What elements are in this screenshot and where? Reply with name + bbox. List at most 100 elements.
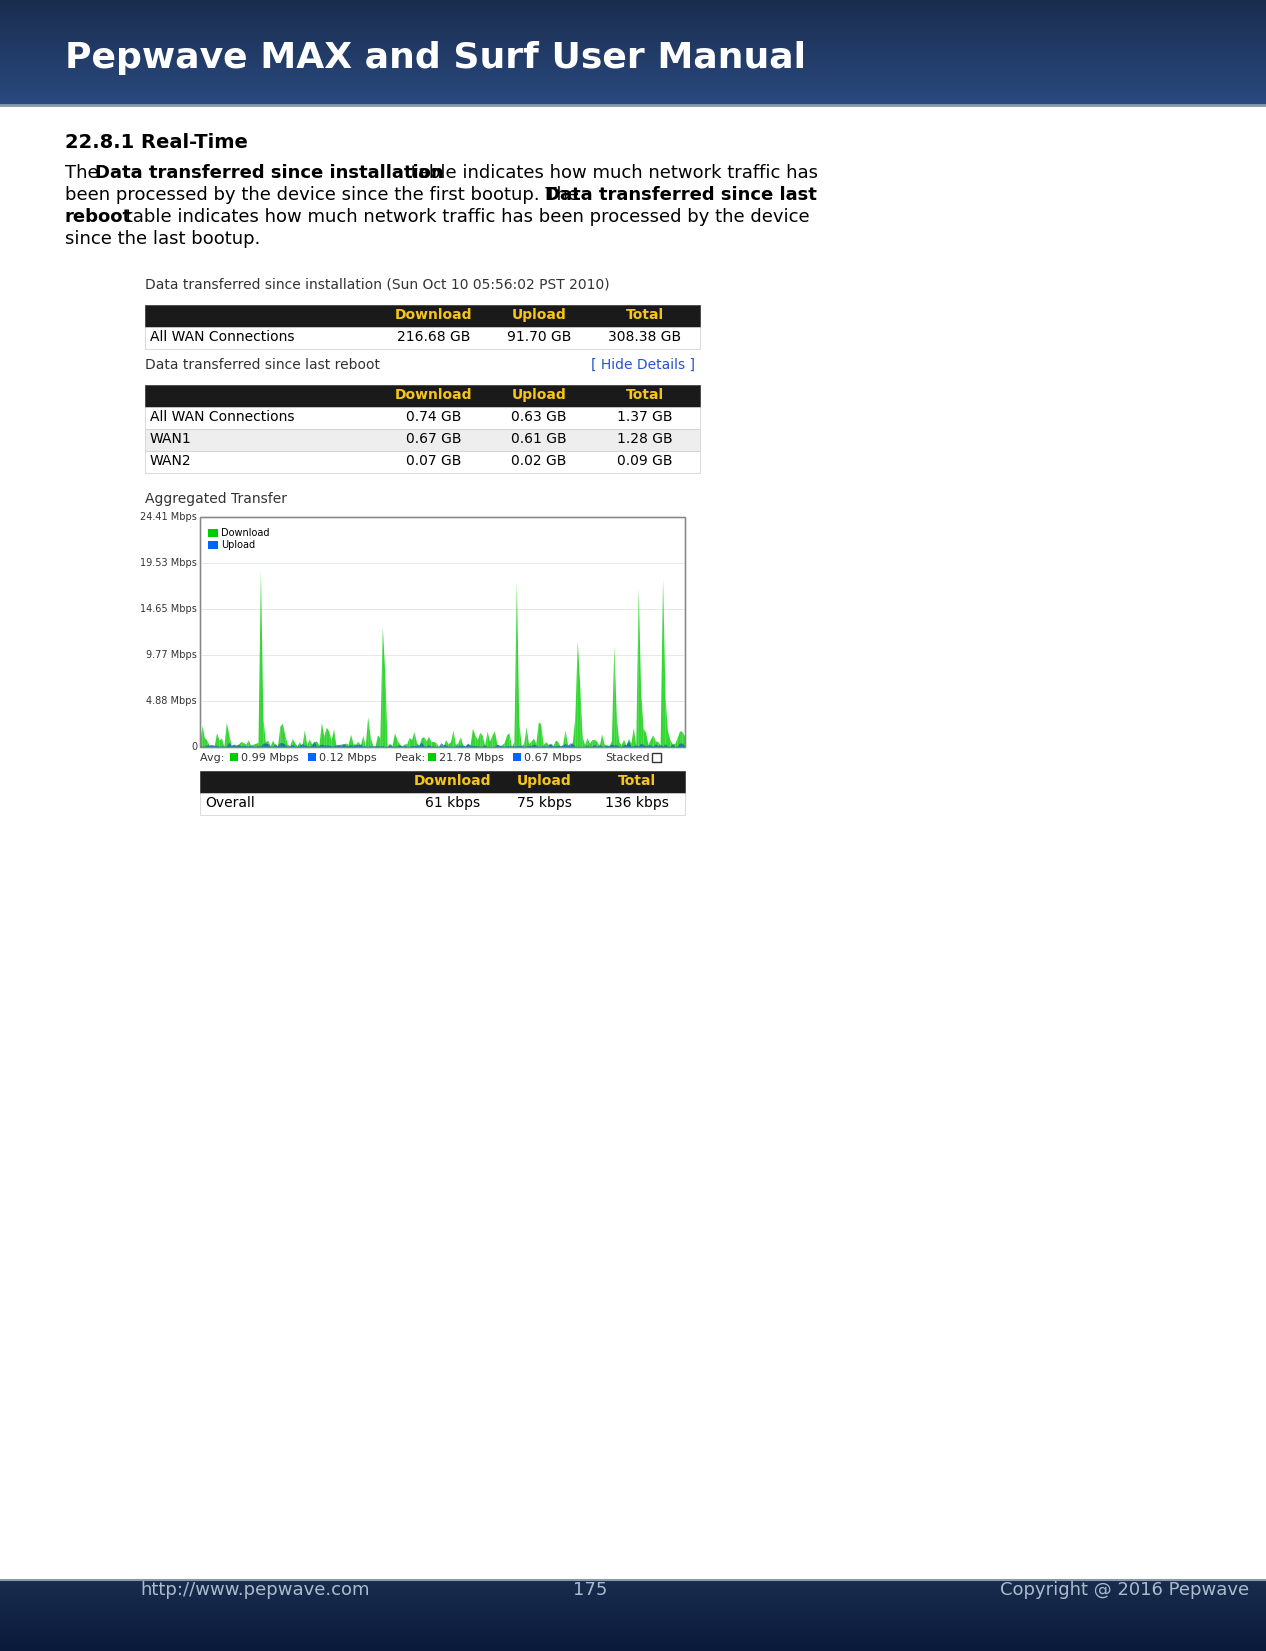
Polygon shape [646,733,648,746]
Polygon shape [476,736,477,746]
Polygon shape [609,745,611,746]
Polygon shape [661,580,663,746]
Polygon shape [327,728,329,746]
Text: 1.28 GB: 1.28 GB [617,433,672,446]
Bar [200,517,685,746]
Text: 0.07 GB: 0.07 GB [406,454,461,469]
Polygon shape [529,741,532,746]
Polygon shape [634,728,637,746]
Polygon shape [592,740,595,746]
Polygon shape [677,743,680,746]
Polygon shape [534,745,537,746]
Polygon shape [653,745,656,746]
Polygon shape [387,745,390,746]
Polygon shape [417,743,419,746]
Polygon shape [643,745,646,746]
Polygon shape [319,723,322,746]
Polygon shape [244,743,247,746]
Polygon shape [571,743,573,746]
Polygon shape [334,730,337,746]
Polygon shape [466,745,468,746]
Polygon shape [348,735,351,746]
Polygon shape [468,745,471,746]
Polygon shape [219,738,222,746]
Polygon shape [514,581,517,746]
Polygon shape [638,745,641,746]
Polygon shape [505,735,508,746]
Text: Total: Total [618,774,656,788]
Polygon shape [637,745,638,746]
Text: 136 kbps: 136 kbps [605,796,668,811]
Polygon shape [600,745,603,746]
Polygon shape [342,745,344,746]
Polygon shape [361,736,363,746]
Text: 0.02 GB: 0.02 GB [511,454,567,469]
Polygon shape [629,740,632,746]
Polygon shape [439,743,442,746]
Polygon shape [543,743,546,746]
Polygon shape [609,741,611,746]
Bar [146,305,700,327]
Bar [200,771,685,792]
Polygon shape [539,723,541,746]
Polygon shape [477,733,480,746]
Polygon shape [390,745,392,746]
Bar [652,753,661,763]
Polygon shape [316,741,319,746]
Polygon shape [405,745,408,746]
Polygon shape [671,745,672,746]
Polygon shape [332,730,334,746]
Polygon shape [541,725,543,746]
Text: Overall: Overall [205,796,254,811]
Polygon shape [285,736,287,746]
Polygon shape [358,745,361,746]
Polygon shape [261,571,263,746]
Polygon shape [573,718,575,746]
Polygon shape [300,745,303,746]
Text: 216.68 GB: 216.68 GB [398,330,470,345]
Polygon shape [461,738,463,746]
Polygon shape [622,740,624,746]
Polygon shape [641,745,643,746]
Polygon shape [492,731,495,746]
Polygon shape [517,581,519,746]
Polygon shape [268,745,271,746]
Polygon shape [368,717,371,746]
Polygon shape [313,741,314,746]
Polygon shape [371,736,373,746]
Polygon shape [271,741,273,746]
Polygon shape [590,740,592,746]
Polygon shape [337,745,339,746]
Text: Data transferred since last: Data transferred since last [544,187,817,205]
Polygon shape [553,741,556,746]
Polygon shape [346,743,348,746]
Polygon shape [227,723,229,746]
Bar [230,753,238,761]
Polygon shape [598,741,600,746]
Polygon shape [414,731,417,746]
Polygon shape [390,745,392,746]
Polygon shape [487,731,490,746]
Text: 308.38 GB: 308.38 GB [608,330,681,345]
Polygon shape [229,743,232,746]
Polygon shape [266,743,268,746]
Polygon shape [666,698,668,746]
Text: Upload: Upload [222,540,256,550]
Polygon shape [422,743,424,746]
Polygon shape [282,723,285,746]
Polygon shape [339,745,342,746]
Polygon shape [629,741,632,746]
Polygon shape [566,743,568,746]
Polygon shape [624,740,627,746]
Polygon shape [256,743,258,746]
Text: 91.70 GB: 91.70 GB [506,330,571,345]
Polygon shape [319,745,322,746]
Polygon shape [641,692,643,746]
Polygon shape [427,736,429,746]
Polygon shape [242,741,244,746]
Text: Peak:: Peak: [395,753,429,763]
Polygon shape [575,642,577,746]
Text: 0.99 Mbps: 0.99 Mbps [241,753,299,763]
Polygon shape [500,745,503,746]
Polygon shape [263,718,266,746]
